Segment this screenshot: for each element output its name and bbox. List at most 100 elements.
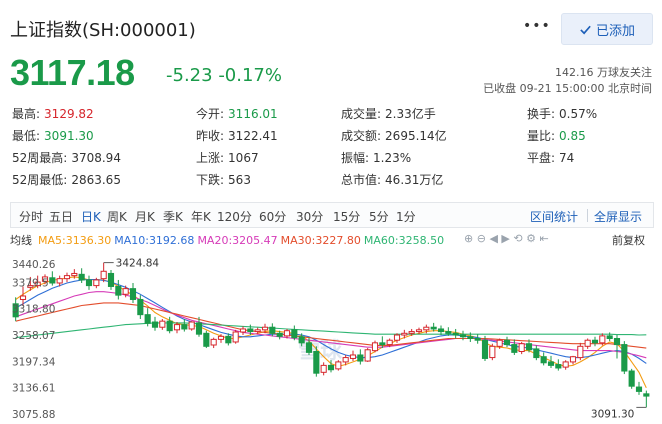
move-left-icon[interactable]: ◀ xyxy=(489,232,498,245)
tab-period[interactable]: 120分 xyxy=(217,210,252,224)
zoom-in-icon[interactable]: ⊕ xyxy=(464,232,474,245)
candle-body xyxy=(613,337,621,346)
move-right-icon[interactable]: ▶ xyxy=(501,232,510,245)
stat-item: 成交量: 2.33亿手 xyxy=(341,105,436,122)
tab-period[interactable]: 15分 xyxy=(333,210,361,224)
candle-body xyxy=(401,332,408,336)
stat-value: 2863.65 xyxy=(71,173,121,187)
candle-body xyxy=(496,339,503,347)
candle-body xyxy=(547,361,555,366)
stat-label: 下跌: xyxy=(196,173,225,187)
candle-body xyxy=(364,349,371,362)
period-tab-bar: 分时 五日 日K 周K 月K 季K 年K 120分 60分 30分 15分 5分 1分 区间统计 全屏显示 xyxy=(10,202,654,228)
stat-item: 今开: 3116.01 xyxy=(196,105,278,122)
ma-line-ma10 xyxy=(15,278,647,364)
candle-body xyxy=(298,336,305,344)
candle-body xyxy=(181,324,188,330)
range-stats-link[interactable]: 区间统计 xyxy=(530,210,579,224)
y-axis-label: 3258.07 xyxy=(12,330,55,342)
zoom-out-icon[interactable]: ⊖ xyxy=(476,232,486,245)
adjust-mode-dropdown[interactable]: 前复权 xyxy=(612,232,645,248)
y-axis-label: 3136.61 xyxy=(12,383,55,395)
y-axis-label: 3318.80 xyxy=(12,304,55,316)
candle-body xyxy=(269,326,276,334)
candle-body xyxy=(100,270,107,280)
tab-period[interactable]: 五日 xyxy=(49,210,74,224)
candle-body xyxy=(159,320,166,328)
tab-period[interactable]: 60分 xyxy=(259,210,287,224)
stat-value: 46.31万亿 xyxy=(385,173,444,187)
tab-period[interactable]: 1分 xyxy=(396,210,416,224)
status-timezone: 北京时间 xyxy=(608,82,652,95)
candle-body xyxy=(511,344,518,353)
candle-body xyxy=(342,357,349,363)
more-options-icon[interactable]: ••• xyxy=(523,18,551,34)
y-axis-label: 3197.34 xyxy=(12,356,56,368)
stat-label: 量比: xyxy=(527,129,556,143)
stat-label: 振幅: xyxy=(341,151,370,165)
stat-value: 3122.41 xyxy=(228,129,278,143)
candle-body xyxy=(357,354,364,362)
tab-period[interactable]: 季K xyxy=(163,210,183,224)
stat-item: 最低: 3091.30 xyxy=(12,127,94,144)
status-datetime: 09-21 15:00:00 xyxy=(519,82,605,95)
tab-period[interactable]: 日K xyxy=(81,210,101,224)
candle-body xyxy=(481,339,489,359)
stat-item: 昨收: 3122.41 xyxy=(196,127,278,144)
reset-icon[interactable]: ⟲ xyxy=(513,232,523,245)
candle-body xyxy=(562,361,569,368)
candle-body xyxy=(408,331,415,334)
candle-body xyxy=(533,348,540,359)
candle-body xyxy=(173,324,181,331)
stat-label: 最低: xyxy=(12,129,41,143)
stat-item: 量比: 0.85 xyxy=(527,127,586,144)
candle-body xyxy=(63,275,71,280)
tab-period[interactable]: 月K xyxy=(135,210,155,224)
settings-icon[interactable]: ⚙ xyxy=(526,232,536,245)
stat-item: 上涨: 1067 xyxy=(196,149,259,166)
candle-body xyxy=(540,356,547,364)
stat-label: 成交额: xyxy=(341,129,382,143)
stock-title: 上证指数(SH:000001) xyxy=(10,20,196,41)
candle-body xyxy=(115,285,122,296)
tab-divider xyxy=(587,209,588,222)
y-axis-label: 3440.26 xyxy=(12,259,56,271)
fullscreen-link[interactable]: 全屏显示 xyxy=(594,210,643,224)
candle-body xyxy=(203,332,210,347)
candle-body xyxy=(437,328,445,333)
candle-body xyxy=(555,364,562,369)
collapse-icon[interactable]: ⇤ xyxy=(539,232,549,245)
stat-label: 成交量: xyxy=(341,107,382,121)
stat-item: 52周最低: 2863.65 xyxy=(12,171,121,188)
tab-period[interactable]: 分时 xyxy=(19,210,44,224)
candle-body xyxy=(195,322,203,335)
candle-body xyxy=(276,332,283,337)
candle-body xyxy=(291,329,298,339)
change-percent: -0.17% xyxy=(218,65,282,86)
change-value: -5.23 xyxy=(166,65,213,86)
tab-period[interactable]: 5分 xyxy=(369,210,389,224)
candle-body xyxy=(313,351,320,374)
candle-body xyxy=(503,339,511,346)
candle-body xyxy=(78,273,85,281)
adjust-label: 前复权 xyxy=(612,234,645,247)
tab-period[interactable]: 周K xyxy=(107,210,127,224)
candle-body xyxy=(283,330,291,337)
added-watchlist-button[interactable]: 已添加 xyxy=(561,13,653,45)
stat-label: 平盘: xyxy=(527,151,556,165)
market-status: 已收盘 09-21 15:00:00 北京时间 xyxy=(483,80,652,96)
stat-item: 成交额: 2695.14亿 xyxy=(341,127,447,144)
candle-body xyxy=(166,320,173,332)
candle-body xyxy=(430,326,437,330)
candle-body xyxy=(247,328,254,333)
tab-period[interactable]: 年K xyxy=(191,210,211,224)
tab-period[interactable]: 30分 xyxy=(296,210,324,224)
candle-body xyxy=(349,354,357,359)
candlestick-chart[interactable]: 雪球3440.263379.53318.803258.073197.343136… xyxy=(10,246,655,421)
candle-body xyxy=(474,337,481,341)
y-axis-label: 3379.5 xyxy=(12,277,49,289)
candle-body xyxy=(643,393,650,397)
ma-legend-item: MA5:3136.30 xyxy=(38,234,112,247)
candle-body xyxy=(415,329,423,333)
added-label: 已添加 xyxy=(595,23,635,39)
